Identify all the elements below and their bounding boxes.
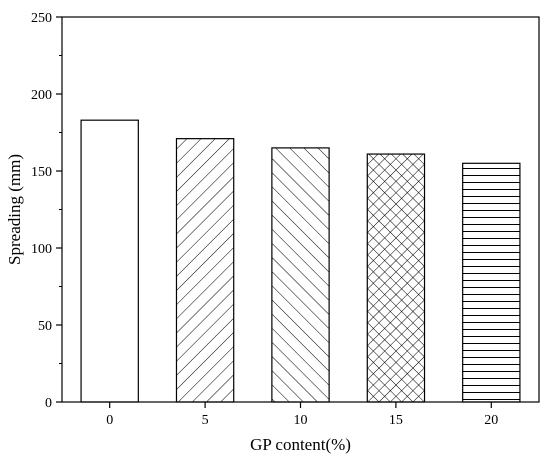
x-tick-label: 15 [389, 413, 403, 428]
bar [80, 119, 139, 403]
y-axis-title: Spreading (mm) [5, 154, 24, 265]
y-tick-label: 50 [38, 319, 52, 334]
y-tick-label: 150 [31, 165, 52, 180]
x-tick-label: 10 [294, 413, 308, 428]
x-tick-label: 0 [106, 413, 113, 428]
bar [366, 153, 426, 403]
plot-frame [61, 16, 540, 403]
x-tick-label: 20 [484, 413, 498, 428]
y-tick-label: 0 [45, 396, 52, 411]
bar [175, 138, 235, 403]
y-tick-label: 200 [31, 88, 52, 103]
bar [462, 162, 521, 403]
bar [271, 147, 330, 403]
x-axis-title: GP content(%) [250, 435, 351, 454]
bars-group [80, 119, 521, 403]
y-tick-label: 100 [31, 242, 52, 257]
y-tick-label: 250 [31, 11, 52, 26]
x-tick-label: 5 [202, 413, 209, 428]
